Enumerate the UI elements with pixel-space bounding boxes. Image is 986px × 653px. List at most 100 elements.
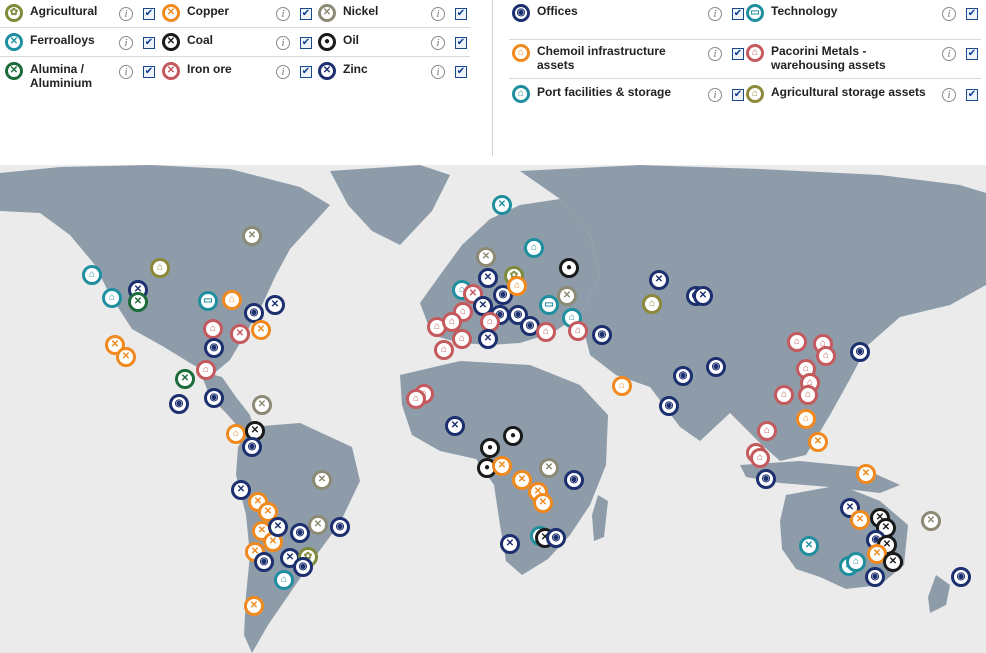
- map-marker[interactable]: ✕: [649, 270, 669, 290]
- map-marker[interactable]: ⌂: [787, 332, 807, 352]
- map-marker[interactable]: ✕: [478, 268, 498, 288]
- map-marker[interactable]: ⌂: [536, 322, 556, 342]
- filter-checkbox-oil[interactable]: ✔: [455, 37, 467, 49]
- filter-checkbox-agricultural[interactable]: ✔: [143, 8, 155, 20]
- map-marker[interactable]: ◉: [204, 388, 224, 408]
- map-marker[interactable]: ✕: [492, 195, 512, 215]
- map-marker[interactable]: ✕: [242, 226, 262, 246]
- map-marker[interactable]: ◉: [673, 366, 693, 386]
- map-marker[interactable]: ⌂: [452, 329, 472, 349]
- filter-checkbox-pacorini-metals-warehousing-assets[interactable]: ✔: [966, 48, 978, 60]
- map-marker[interactable]: ⌂: [406, 389, 426, 409]
- map-marker[interactable]: ◉: [951, 567, 971, 587]
- map-marker[interactable]: ✕: [500, 534, 520, 554]
- map-marker[interactable]: ⌂: [434, 340, 454, 360]
- map-marker[interactable]: ◉: [330, 517, 350, 537]
- filter-checkbox-technology[interactable]: ✔: [966, 8, 978, 20]
- filter-checkbox-offices[interactable]: ✔: [732, 8, 744, 20]
- info-icon[interactable]: i: [119, 7, 133, 21]
- map-marker[interactable]: ⌂: [203, 319, 223, 339]
- map-marker[interactable]: ⌂: [816, 346, 836, 366]
- map-marker[interactable]: ⌂: [642, 294, 662, 314]
- map-marker[interactable]: ⌂: [196, 360, 216, 380]
- filter-checkbox-zinc[interactable]: ✔: [455, 66, 467, 78]
- map-marker[interactable]: ▭: [198, 291, 218, 311]
- info-icon[interactable]: i: [276, 36, 290, 50]
- map-marker[interactable]: ✕: [265, 295, 285, 315]
- map-marker[interactable]: ✕: [231, 480, 251, 500]
- map-marker[interactable]: ✕: [539, 458, 559, 478]
- map-marker[interactable]: ✕: [808, 432, 828, 452]
- map-marker[interactable]: ✕: [533, 493, 553, 513]
- info-icon[interactable]: i: [708, 7, 722, 21]
- filter-checkbox-copper[interactable]: ✔: [300, 8, 312, 20]
- map-marker[interactable]: ◉: [242, 437, 262, 457]
- map-marker[interactable]: ◉: [756, 469, 776, 489]
- map-marker[interactable]: ✕: [312, 470, 332, 490]
- map-marker[interactable]: ⌂: [150, 258, 170, 278]
- map-marker[interactable]: ⌂: [82, 265, 102, 285]
- map-marker[interactable]: ✕: [128, 292, 148, 312]
- map-marker[interactable]: ⌂: [846, 552, 866, 572]
- info-icon[interactable]: i: [276, 65, 290, 79]
- info-icon[interactable]: i: [431, 36, 445, 50]
- map-marker[interactable]: ✕: [252, 395, 272, 415]
- map-marker[interactable]: ◉: [204, 338, 224, 358]
- map-marker[interactable]: ✕: [921, 511, 941, 531]
- map-marker[interactable]: ◉: [706, 357, 726, 377]
- map-marker[interactable]: ✕: [268, 517, 288, 537]
- map-marker[interactable]: ●: [559, 258, 579, 278]
- map-marker[interactable]: ✕: [230, 324, 250, 344]
- filter-checkbox-alumina-aluminium[interactable]: ✔: [143, 66, 155, 78]
- map-marker[interactable]: ✕: [693, 286, 713, 306]
- map-marker[interactable]: ✕: [799, 536, 819, 556]
- map-marker[interactable]: ◉: [592, 325, 612, 345]
- info-icon[interactable]: i: [119, 36, 133, 50]
- map-marker[interactable]: ✕: [308, 515, 328, 535]
- map-marker[interactable]: ✕: [116, 347, 136, 367]
- map-marker[interactable]: ◉: [564, 470, 584, 490]
- map-marker[interactable]: ⌂: [796, 409, 816, 429]
- map-marker[interactable]: ⌂: [774, 385, 794, 405]
- filter-checkbox-port-facilities-storage[interactable]: ✔: [732, 89, 744, 101]
- map-marker[interactable]: ✕: [850, 510, 870, 530]
- map-marker[interactable]: ⌂: [274, 570, 294, 590]
- map-marker[interactable]: ◉: [244, 303, 264, 323]
- map-marker[interactable]: ✕: [867, 544, 887, 564]
- map-marker[interactable]: ◉: [169, 394, 189, 414]
- map-marker[interactable]: ⌂: [798, 385, 818, 405]
- map-marker[interactable]: ✕: [492, 456, 512, 476]
- map-marker[interactable]: ◉: [546, 528, 566, 548]
- map-marker[interactable]: ◉: [293, 557, 313, 577]
- map-marker[interactable]: ⌂: [612, 376, 632, 396]
- map-marker[interactable]: ✕: [478, 329, 498, 349]
- map-marker[interactable]: ◉: [659, 396, 679, 416]
- map-marker[interactable]: ◉: [254, 552, 274, 572]
- map-marker[interactable]: ✕: [473, 296, 493, 316]
- map-marker[interactable]: ✕: [251, 320, 271, 340]
- map-marker[interactable]: ◉: [290, 523, 310, 543]
- map-marker[interactable]: ✕: [245, 421, 265, 441]
- map-marker[interactable]: ▭: [539, 295, 559, 315]
- map-marker[interactable]: ⌂: [750, 448, 770, 468]
- map-marker[interactable]: ✕: [883, 552, 903, 572]
- filter-checkbox-agricultural-storage-assets[interactable]: ✔: [966, 89, 978, 101]
- map-marker[interactable]: ✕: [476, 247, 496, 267]
- map-marker[interactable]: ⌂: [102, 288, 122, 308]
- filter-checkbox-ferroalloys[interactable]: ✔: [143, 37, 155, 49]
- info-icon[interactable]: i: [708, 88, 722, 102]
- world-map[interactable]: ✕ ⌂ ⌂ ⌂ ✕ ✕ ▭ ⌂ ✕ ◉ ⌂ ✕ ✕ ◉ ✕ ✕ ⌂ ✕ ◉ ◉ ✕ ⌂ ✕ ◉ ✕ ✕ ✕ ✕ ✕ ✕ ✕ ◉ ✕ ◉ ✕ ◉ ✕ ✿ ◉ ⌂…: [0, 165, 986, 653]
- map-marker[interactable]: ✕: [244, 596, 264, 616]
- info-icon[interactable]: i: [431, 65, 445, 79]
- map-marker[interactable]: ⌂: [442, 312, 462, 332]
- filter-checkbox-nickel[interactable]: ✔: [455, 8, 467, 20]
- map-marker[interactable]: ⌂: [524, 238, 544, 258]
- map-marker[interactable]: ◉: [850, 342, 870, 362]
- filter-checkbox-iron-ore[interactable]: ✔: [300, 66, 312, 78]
- info-icon[interactable]: i: [431, 7, 445, 21]
- info-icon[interactable]: i: [276, 7, 290, 21]
- map-marker[interactable]: ⌂: [222, 290, 242, 310]
- filter-checkbox-chemoil-infrastructure-assets[interactable]: ✔: [732, 48, 744, 60]
- map-marker[interactable]: ✕: [175, 369, 195, 389]
- info-icon[interactable]: i: [942, 7, 956, 21]
